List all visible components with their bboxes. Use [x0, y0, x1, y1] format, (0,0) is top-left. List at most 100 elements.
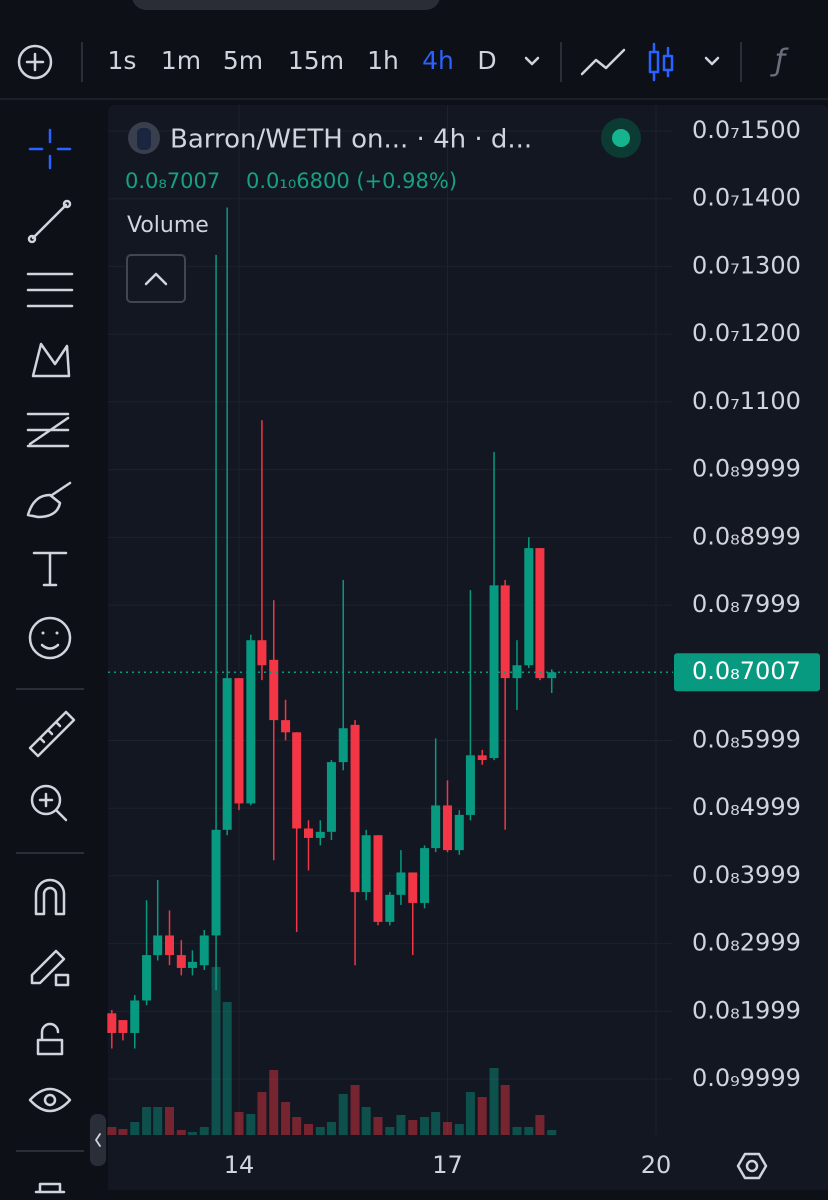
- legend-close: 0.0₈7007: [125, 169, 220, 193]
- volume-bar: [350, 1085, 360, 1135]
- lock-tool[interactable]: [36, 1022, 64, 1056]
- divider: [560, 42, 562, 82]
- interval-button[interactable]: 1h: [367, 46, 399, 75]
- interval-group: 1s 1m 5m 15m 1h 4h D: [108, 46, 497, 75]
- candle-body: [234, 678, 244, 804]
- y-tick-label: 0.0₉9999: [692, 1064, 801, 1092]
- lock-draw-tool[interactable]: [30, 949, 70, 987]
- volume-bar: [512, 1127, 522, 1135]
- volume-bar: [477, 1097, 487, 1135]
- volume-bar: [361, 1107, 371, 1135]
- volume-bar: [315, 1127, 325, 1135]
- candle-body: [303, 828, 313, 838]
- divider: [16, 852, 84, 854]
- volume-bar: [396, 1115, 406, 1135]
- volume-bar: [246, 1114, 256, 1135]
- y-tick-label: 0.0₇1300: [692, 251, 801, 279]
- interval-button[interactable]: 4h: [422, 46, 454, 75]
- y-tick-label: 0.0₈9999: [692, 455, 801, 483]
- candle-body: [465, 755, 475, 815]
- token-figure: [137, 128, 151, 150]
- top-pill: [132, 0, 440, 10]
- candle-body: [269, 659, 279, 721]
- volume-bar: [269, 1070, 279, 1135]
- price-label: 0.0₈7007: [692, 657, 801, 685]
- volume-bar: [547, 1130, 557, 1135]
- trash-tool[interactable]: [34, 1182, 66, 1194]
- candle-body: [385, 894, 395, 922]
- volume-label: Volume: [127, 213, 209, 238]
- interval-button[interactable]: D: [477, 46, 496, 75]
- candle-body: [107, 1013, 117, 1033]
- volume-bar: [303, 1124, 313, 1135]
- visibility-tool[interactable]: [28, 1087, 72, 1113]
- volume-bar: [454, 1124, 464, 1135]
- candle-body: [187, 961, 197, 968]
- volume-bar: [130, 1122, 140, 1135]
- price-label-bg: [674, 653, 820, 692]
- collapse-toolbar[interactable]: [90, 1114, 106, 1166]
- plot: 0.0₇1500 0.0₇1400 0.0₇1300 0.0₇1200 0.0₇1100…: [107, 105, 820, 1179]
- candle-body: [500, 585, 510, 679]
- y-tick-label: 0.0₈5999: [692, 725, 801, 753]
- candle-style[interactable]: [648, 42, 674, 82]
- volume-bar: [431, 1112, 441, 1135]
- divider: [81, 42, 83, 82]
- interval-button[interactable]: 15m: [288, 46, 344, 75]
- candle-body: [338, 728, 348, 763]
- candle-body: [315, 831, 325, 838]
- line-style[interactable]: [580, 48, 626, 76]
- candle-body: [222, 678, 232, 830]
- candle-body: [477, 755, 487, 761]
- pattern-tool[interactable]: [31, 342, 71, 378]
- indicator-icon[interactable]: ƒ: [770, 44, 789, 79]
- interval-button[interactable]: 1s: [108, 46, 137, 75]
- interval-button[interactable]: 5m: [223, 46, 263, 75]
- candle-body: [454, 814, 464, 851]
- zoom-tool[interactable]: [30, 784, 68, 822]
- volume-bar: [500, 1085, 510, 1135]
- fib-tool[interactable]: [26, 272, 74, 308]
- symbol-title: Barron/WETH on... · 4h · d...: [170, 125, 532, 155]
- y-tick-label: 0.0₇1400: [692, 184, 801, 212]
- y-tick-label: 0.0₈1999: [692, 996, 801, 1024]
- interval-button[interactable]: 1m: [161, 46, 201, 75]
- x-tick-label: 20: [641, 1151, 672, 1179]
- volume-bar: [385, 1127, 395, 1135]
- collapse-arrow: [95, 1133, 101, 1147]
- style-menu[interactable]: [704, 56, 720, 66]
- emoji-tool[interactable]: [28, 616, 72, 660]
- y-tick-label: 0.0₈8999: [692, 522, 801, 550]
- candle-body: [153, 935, 163, 956]
- candle-body: [524, 548, 534, 666]
- magnet-tool[interactable]: [34, 878, 66, 916]
- candle-body: [547, 672, 557, 679]
- y-tick-label: 0.0₈2999: [692, 929, 801, 957]
- settings-button[interactable]: [736, 1152, 768, 1180]
- candle-body: [361, 835, 371, 893]
- panel-foot: [108, 1190, 828, 1200]
- text-tool[interactable]: [32, 551, 68, 587]
- crosshair-tool[interactable]: [28, 128, 72, 170]
- y-tick-label: 0.0₈3999: [692, 861, 801, 889]
- status-dot: [612, 129, 630, 147]
- volume-bar: [257, 1092, 267, 1135]
- candle-body: [408, 872, 418, 903]
- volume-bar: [118, 1129, 128, 1135]
- interval-menu[interactable]: [524, 56, 540, 66]
- collapse-legend[interactable]: [126, 254, 186, 303]
- prediction-tool[interactable]: [26, 412, 70, 448]
- brush-tool[interactable]: [26, 481, 72, 519]
- volume-bar: [338, 1094, 348, 1135]
- candle-body: [442, 805, 452, 851]
- line-tool[interactable]: [27, 199, 72, 244]
- ruler-tool[interactable]: [28, 710, 76, 758]
- add-button[interactable]: [17, 44, 53, 80]
- candle-body: [535, 548, 545, 679]
- candle-body: [142, 955, 152, 1001]
- volume-bar: [524, 1127, 534, 1135]
- divider: [16, 688, 84, 690]
- volume-bar: [165, 1107, 175, 1135]
- x-tick-label: 14: [224, 1151, 255, 1179]
- volume-bar: [107, 1127, 117, 1135]
